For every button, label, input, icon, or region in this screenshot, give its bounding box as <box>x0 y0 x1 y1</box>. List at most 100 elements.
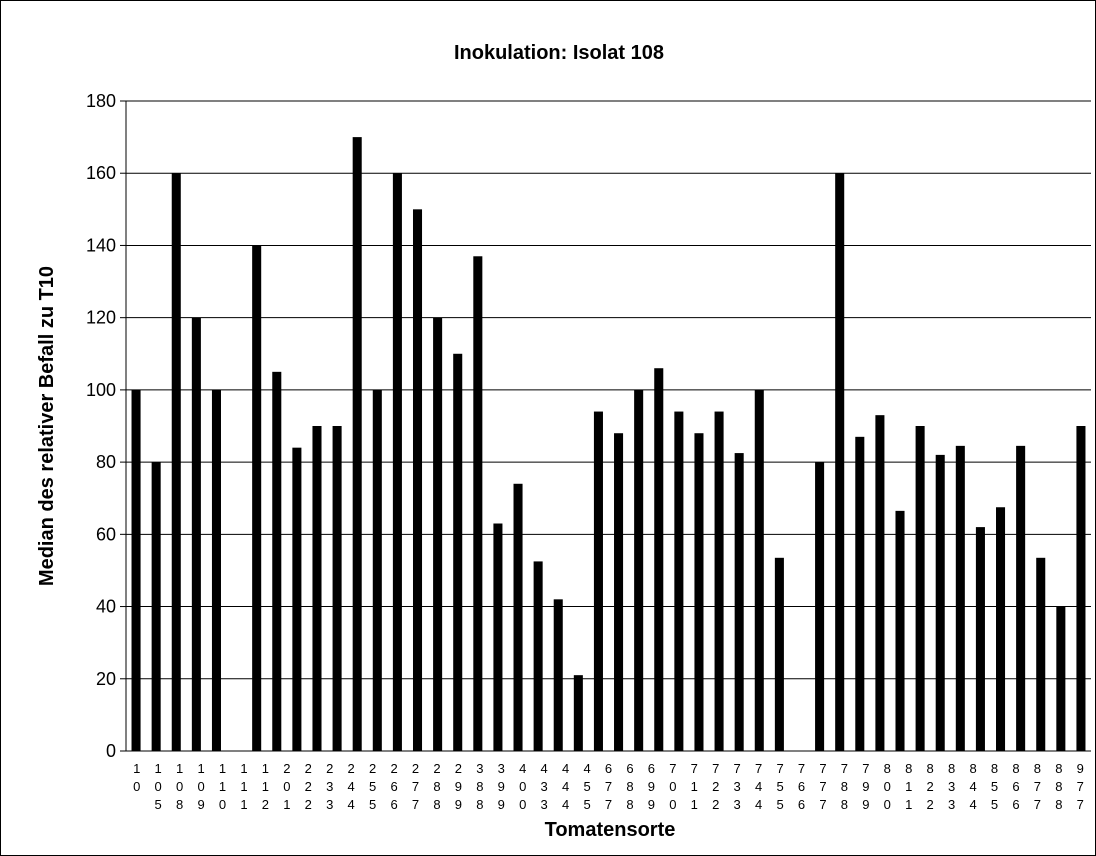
bar <box>513 483 523 751</box>
bar <box>654 368 664 751</box>
x-tick-label: 8 <box>884 761 891 776</box>
bar <box>734 453 744 751</box>
x-tick-label: 7 <box>691 761 698 776</box>
bar <box>573 675 583 751</box>
bar <box>171 173 181 751</box>
bar <box>815 462 825 751</box>
x-tick-label: 7 <box>734 761 741 776</box>
x-tick-label: 1 <box>176 761 183 776</box>
x-tick-label: 2 <box>712 797 719 812</box>
x-tick-label: 2 <box>348 761 355 776</box>
x-tick-label: 1 <box>240 761 247 776</box>
x-tick-label: 1 <box>905 797 912 812</box>
x-tick-label: 1 <box>240 779 247 794</box>
x-tick-label: 8 <box>969 761 976 776</box>
x-tick-label: 2 <box>412 761 419 776</box>
x-tick-label: 3 <box>948 779 955 794</box>
x-tick-label: 8 <box>1055 797 1062 812</box>
bar <box>453 353 463 751</box>
x-tick-label: 5 <box>991 797 998 812</box>
x-tick-label: 3 <box>734 797 741 812</box>
x-tick-label: 2 <box>712 779 719 794</box>
x-tick-label: 6 <box>626 761 633 776</box>
x-tick-label: 1 <box>691 779 698 794</box>
bar <box>493 523 503 751</box>
x-tick-label: 7 <box>669 761 676 776</box>
x-tick-label: 8 <box>905 761 912 776</box>
x-tick-label: 1 <box>905 779 912 794</box>
x-tick-label: 2 <box>927 779 934 794</box>
x-tick-label: 7 <box>1034 779 1041 794</box>
x-tick-label: 3 <box>476 761 483 776</box>
x-tick-label: 7 <box>412 797 419 812</box>
bar <box>714 411 724 751</box>
x-tick-label: 2 <box>369 761 376 776</box>
x-tick-label: 0 <box>197 779 204 794</box>
bar <box>694 433 704 751</box>
x-tick-label: 8 <box>1034 761 1041 776</box>
bar <box>835 173 845 751</box>
bar <box>774 557 784 751</box>
bars <box>131 137 1086 752</box>
x-tick-label: 1 <box>133 761 140 776</box>
bar <box>151 462 161 751</box>
x-tick-label: 0 <box>155 779 162 794</box>
x-tick-label: 9 <box>498 779 505 794</box>
x-tick-label: 3 <box>326 797 333 812</box>
x-tick-label: 2 <box>326 761 333 776</box>
x-tick-label: 4 <box>348 779 355 794</box>
x-tick-label: 8 <box>841 779 848 794</box>
x-tick-label: 4 <box>969 797 976 812</box>
x-tick-label: 5 <box>369 797 376 812</box>
bar <box>875 415 885 751</box>
y-tick-label: 20 <box>96 669 116 689</box>
x-tick-label: 8 <box>1055 779 1062 794</box>
x-tick-label: 1 <box>283 797 290 812</box>
x-tick-label: 9 <box>862 797 869 812</box>
x-tick-label: 1 <box>240 797 247 812</box>
bar <box>1016 445 1026 751</box>
x-tick-label: 0 <box>669 779 676 794</box>
x-tick-label: 9 <box>862 779 869 794</box>
x-tick-label: 4 <box>562 797 569 812</box>
x-tick-label: 1 <box>262 779 269 794</box>
bar <box>975 527 985 751</box>
y-tick-label: 40 <box>96 597 116 617</box>
x-tick-label: 9 <box>498 797 505 812</box>
x-tick-label: 5 <box>155 797 162 812</box>
x-tick-label: 1 <box>219 761 226 776</box>
x-tick-label: 0 <box>176 779 183 794</box>
x-tick-label: 6 <box>798 779 805 794</box>
x-tick-label: 0 <box>283 779 290 794</box>
y-tick-labels: 0 20 40 60 80 100 120 140 160 180 <box>86 91 116 761</box>
x-tick-label: 3 <box>541 779 548 794</box>
x-tick-label: 3 <box>948 797 955 812</box>
bar <box>252 245 262 751</box>
x-tick-label: 0 <box>669 797 676 812</box>
x-tick-label: 1 <box>262 761 269 776</box>
x-tick-label: 2 <box>283 761 290 776</box>
x-tick-label: 7 <box>798 761 805 776</box>
x-tick-label: 4 <box>541 761 548 776</box>
bar <box>372 389 382 751</box>
bar <box>634 389 644 751</box>
x-tick-label: 4 <box>562 779 569 794</box>
x-tick-label: 4 <box>348 797 355 812</box>
x-tick-label: 2 <box>927 797 934 812</box>
bar <box>855 436 865 751</box>
y-tick-label: 180 <box>86 91 116 111</box>
bar <box>553 599 563 751</box>
bar <box>211 389 221 751</box>
x-tick-label: 7 <box>1077 797 1084 812</box>
bar <box>895 510 905 751</box>
x-tick-label: 8 <box>841 797 848 812</box>
bar <box>614 433 624 751</box>
x-tick-label: 9 <box>1077 761 1084 776</box>
bar <box>674 411 684 751</box>
x-tick-label: 7 <box>412 779 419 794</box>
x-tick-label: 7 <box>712 761 719 776</box>
x-tick-label: 0 <box>884 779 891 794</box>
x-tick-label: 9 <box>455 797 462 812</box>
bar <box>996 507 1006 751</box>
x-tick-label: 9 <box>648 797 655 812</box>
